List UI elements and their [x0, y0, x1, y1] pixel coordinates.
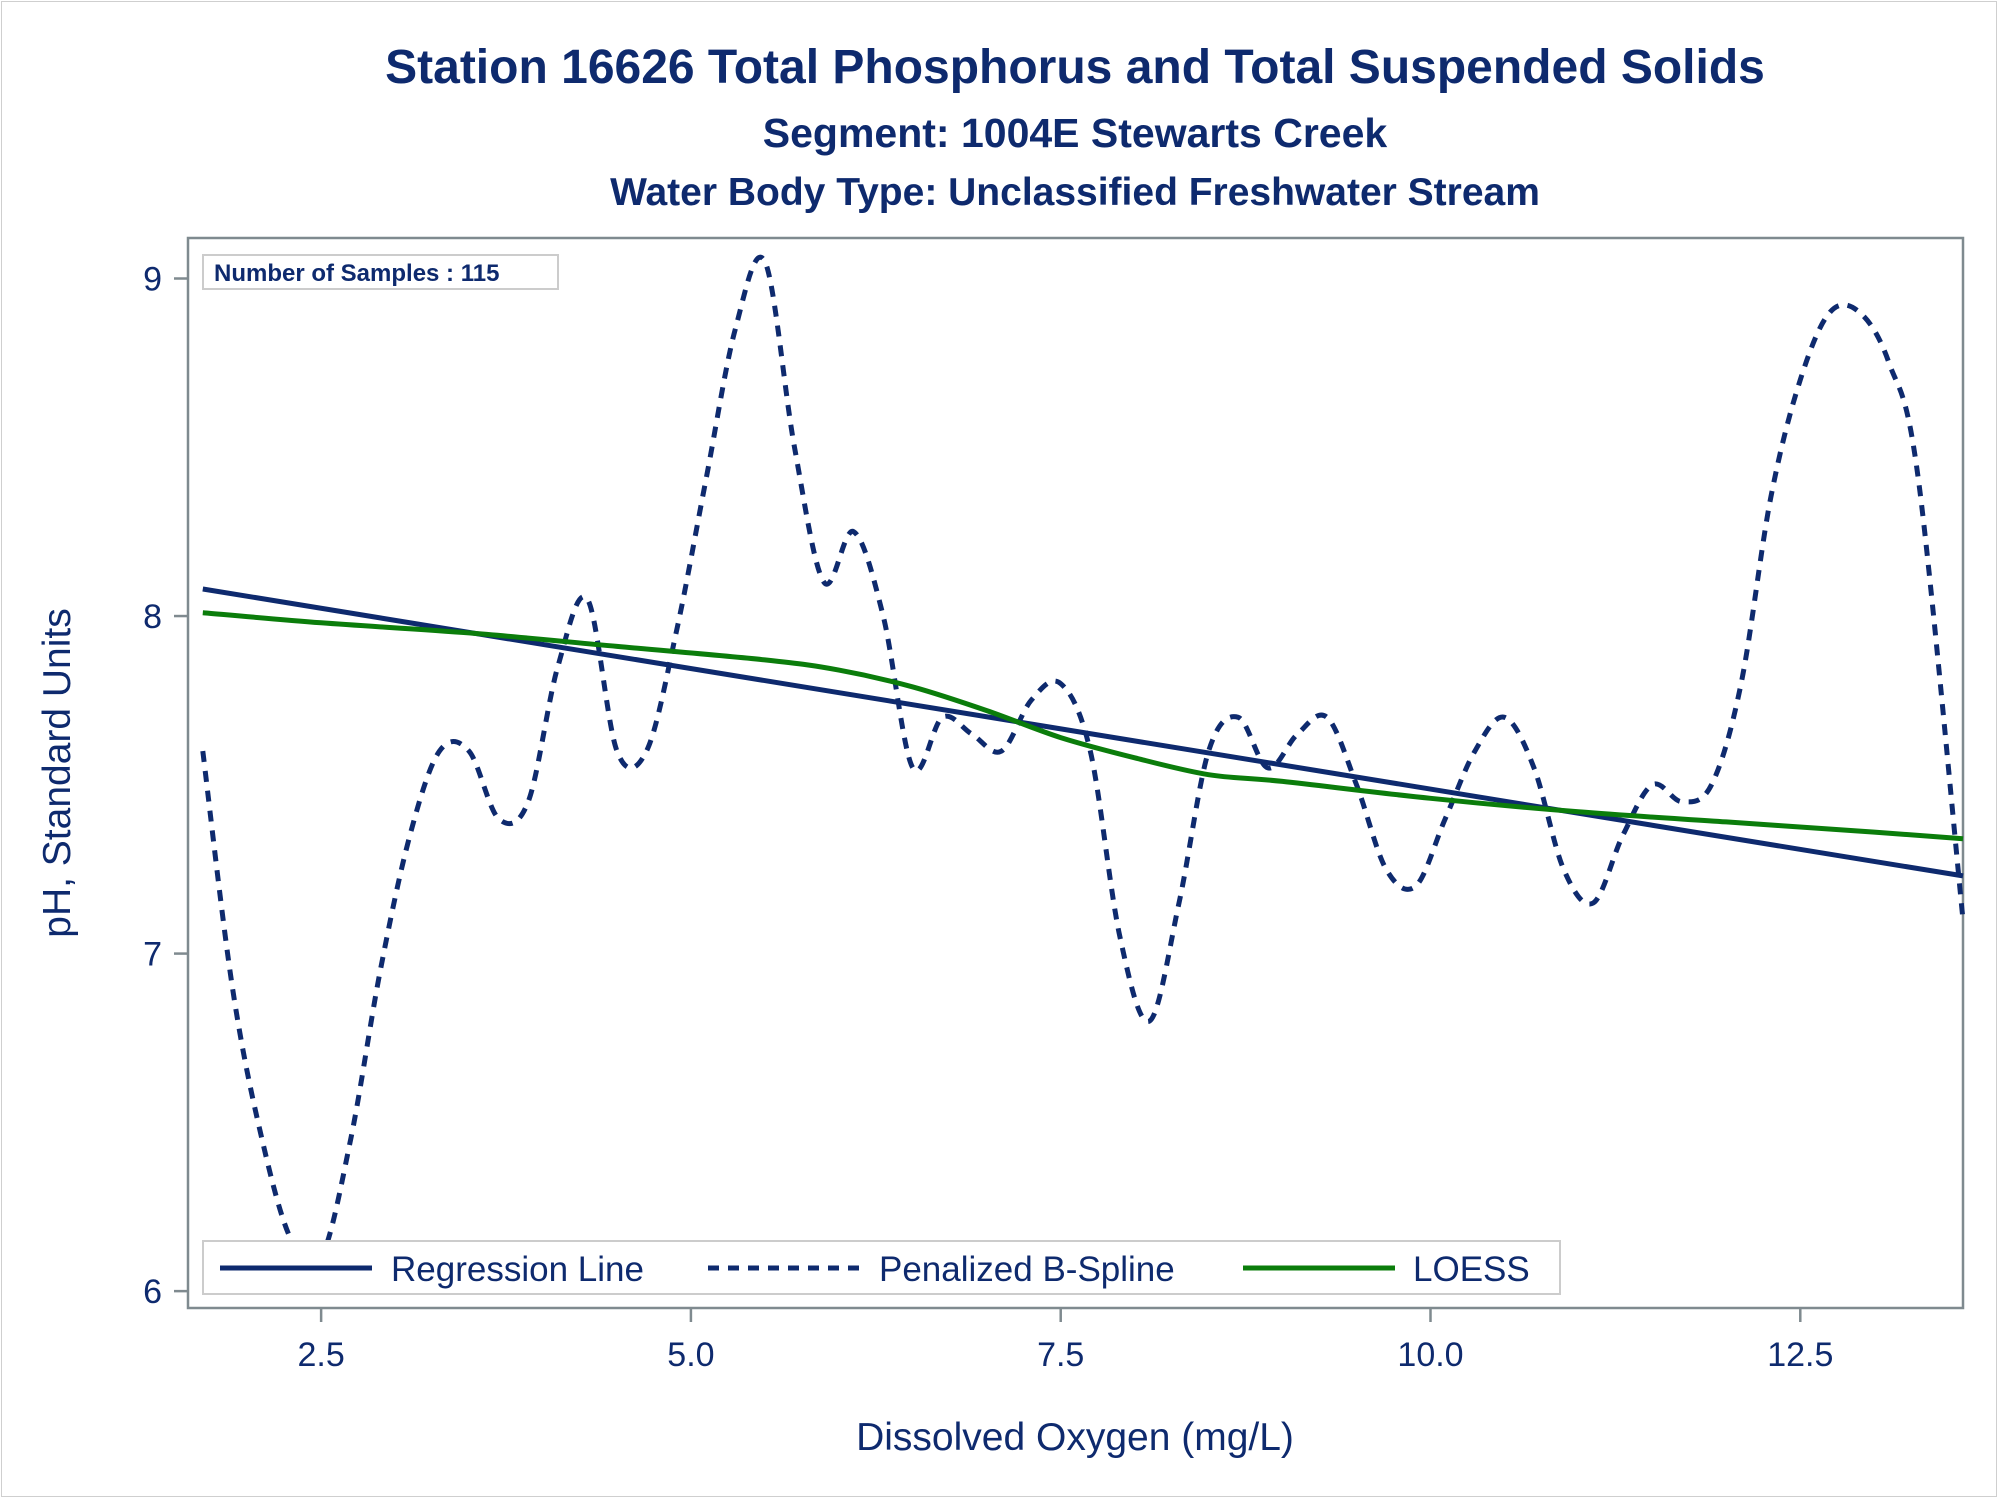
- series-line-penalized-b-spline: [200, 254, 1966, 1268]
- x-tick-label: 7.5: [1037, 1336, 1084, 1374]
- x-tick-label: 10.0: [1397, 1336, 1463, 1374]
- x-tick-label: 12.5: [1767, 1336, 1833, 1374]
- x-axis-label: Dissolved Oxygen (mg/L): [856, 1416, 1294, 1459]
- x-tick-label: 2.5: [297, 1336, 344, 1374]
- plot-area: [186, 236, 1965, 1310]
- y-tick-label: 7: [143, 936, 162, 974]
- chart-subtitle: Segment: 1004E Stewarts Creek: [763, 110, 1388, 156]
- sample-count-box: Number of Samples : 115: [202, 254, 559, 290]
- series-layer: [200, 254, 1966, 1268]
- x-tick-label: 5.0: [667, 1336, 714, 1374]
- legend: Regression Line Penalized B-Spline LOESS: [202, 1240, 1561, 1295]
- y-tick-label: 8: [143, 598, 162, 636]
- y-tick-label: 9: [143, 261, 162, 299]
- series-line-loess: [202, 610, 1964, 842]
- sample-count-border: [202, 254, 559, 290]
- legend-label-spline: Penalized B-Spline: [879, 1250, 1175, 1289]
- legend-label-loess: LOESS: [1413, 1250, 1530, 1289]
- x-axis: 2.5 5.0 7.5 10.0 12.5: [297, 1308, 1833, 1374]
- chart-subtitle-2: Water Body Type: Unclassified Freshwater…: [610, 171, 1540, 214]
- chart-title: Station 16626 Total Phosphorus and Total…: [385, 41, 1765, 94]
- sample-count-text: Number of Samples : 115: [214, 260, 499, 287]
- y-axis-label: pH, Standard Units: [36, 608, 79, 938]
- y-axis: 6 7 8 9: [143, 261, 188, 1311]
- y-tick-label: 6: [143, 1273, 162, 1311]
- legend-label-regression: Regression Line: [391, 1250, 644, 1289]
